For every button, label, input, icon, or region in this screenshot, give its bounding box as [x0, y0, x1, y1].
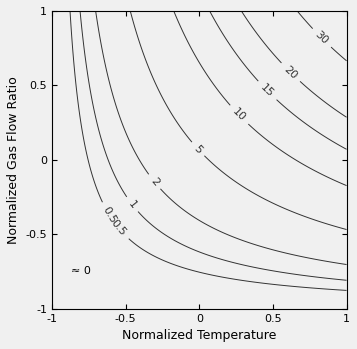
Text: 20: 20 [282, 64, 299, 81]
Text: 10: 10 [231, 106, 247, 123]
Text: 15: 15 [259, 82, 276, 99]
Text: 1: 1 [126, 199, 138, 210]
Y-axis label: Normalized Gas Flow Ratio: Normalized Gas Flow Ratio [7, 76, 20, 244]
Text: 0.5: 0.5 [109, 218, 128, 238]
Text: 5: 5 [192, 143, 204, 155]
Text: 30: 30 [313, 30, 330, 46]
X-axis label: Normalized Temperature: Normalized Temperature [122, 329, 276, 342]
Text: ≈ 0: ≈ 0 [71, 266, 91, 276]
Text: 0.5: 0.5 [101, 206, 119, 226]
Text: 2: 2 [148, 176, 161, 188]
